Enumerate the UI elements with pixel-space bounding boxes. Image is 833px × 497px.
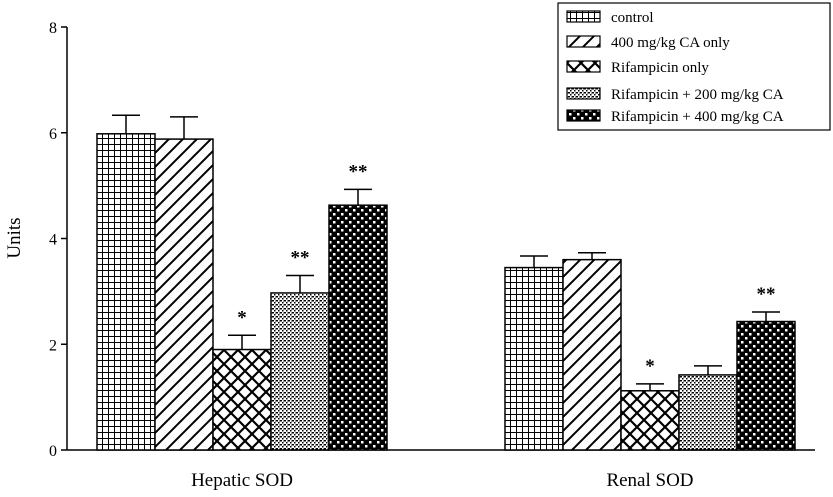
legend-swatch xyxy=(566,35,601,48)
legend-label: control xyxy=(611,10,654,26)
y-tick-label: 4 xyxy=(49,232,57,249)
y-axis-title: Units xyxy=(4,217,25,258)
x-labels: Hepatic SOD Renal SOD xyxy=(191,470,693,491)
legend-label: Rifampicin + 200 mg/kg CA xyxy=(611,87,784,103)
bar xyxy=(212,348,272,451)
legend-swatch xyxy=(566,109,601,122)
legend-swatch xyxy=(566,87,601,100)
significance-marker: ** xyxy=(291,248,310,269)
bar xyxy=(270,292,330,451)
bar xyxy=(620,390,680,451)
significance-marker: * xyxy=(237,307,247,328)
legend: control 400 mg/kg CA only Rifampicin only R… xyxy=(557,2,831,131)
legend-label: Rifampicin + 400 mg/kg CA xyxy=(611,109,784,125)
y-tick-label: 2 xyxy=(49,337,57,354)
significance-marker: ** xyxy=(757,284,776,305)
y-tick-label: 8 xyxy=(49,20,57,37)
bar xyxy=(678,374,738,451)
y-ticks: 0 2 4 6 8 xyxy=(49,20,67,460)
legend-box xyxy=(557,2,831,131)
y-tick-label: 6 xyxy=(49,126,57,143)
legend-label: 400 mg/kg CA only xyxy=(611,35,730,51)
y-tick-label: 0 xyxy=(49,443,57,460)
significance-marker: ** xyxy=(349,161,368,182)
legend-swatch xyxy=(566,60,601,73)
bar xyxy=(736,320,796,451)
bar xyxy=(504,266,564,451)
significance-marker: * xyxy=(645,356,655,377)
bar xyxy=(154,138,214,451)
bar xyxy=(96,133,156,451)
x-category-label: Hepatic SOD xyxy=(191,470,293,491)
bars: ******** xyxy=(96,114,796,451)
legend-label: Rifampicin only xyxy=(611,60,709,76)
legend-swatch xyxy=(566,10,601,23)
bar xyxy=(562,258,622,451)
x-category-label: Renal SOD xyxy=(606,470,693,491)
bar xyxy=(328,204,388,451)
